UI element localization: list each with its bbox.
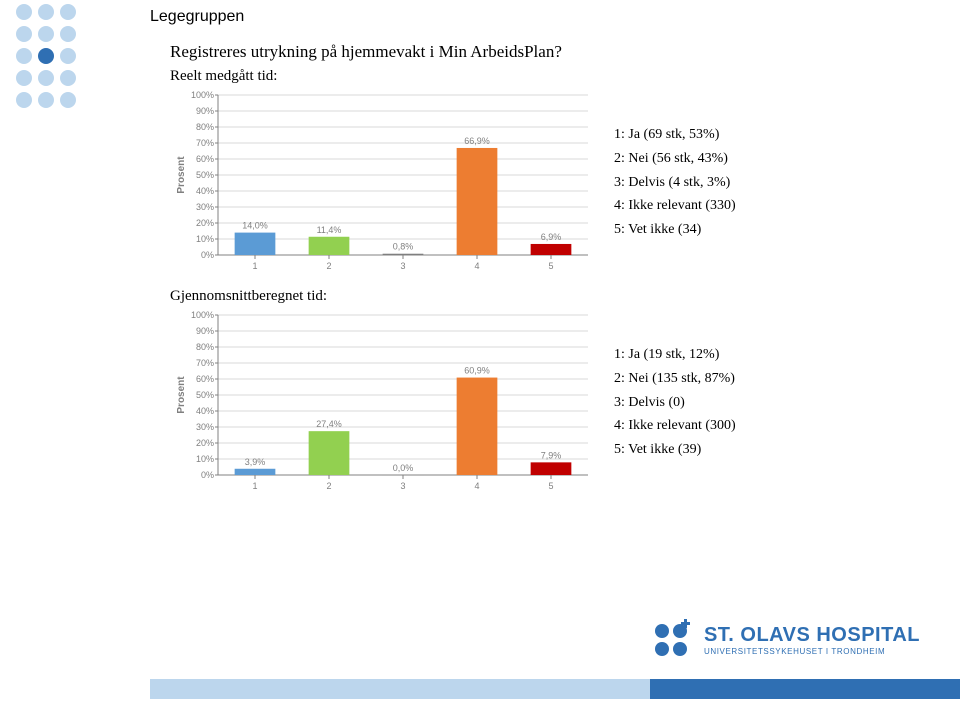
svg-text:6,9%: 6,9% [541, 232, 562, 242]
legend-item: 4: Ikke relevant (300) [614, 414, 736, 438]
page-content: Legegruppen Registreres utrykning på hje… [150, 8, 940, 508]
svg-text:30%: 30% [196, 422, 214, 432]
logo-subtitle: UNIVERSITETSSYKEHUSET I TRONDHEIM [704, 647, 920, 656]
svg-text:5: 5 [548, 261, 553, 271]
section2-label: Gjennomsnittberegnet tid: [170, 288, 940, 305]
svg-text:0%: 0% [201, 250, 214, 260]
svg-text:30%: 30% [196, 202, 214, 212]
svg-text:3,9%: 3,9% [245, 457, 266, 467]
svg-text:70%: 70% [196, 358, 214, 368]
legend-item: 5: Vet ikke (39) [614, 438, 736, 462]
svg-text:1: 1 [252, 261, 257, 271]
chart1-legend: 1: Ja (69 stk, 53%)2: Nei (56 stk, 43%)3… [614, 87, 736, 242]
legend-item: 3: Delvis (0) [614, 391, 736, 415]
legend-item: 2: Nei (56 stk, 43%) [614, 147, 736, 171]
svg-text:3: 3 [400, 481, 405, 491]
logo-name: ST. OLAVS HOSPITAL [704, 624, 920, 647]
svg-text:50%: 50% [196, 170, 214, 180]
svg-text:20%: 20% [196, 218, 214, 228]
legend-item: 1: Ja (69 stk, 53%) [614, 123, 736, 147]
svg-text:10%: 10% [196, 234, 214, 244]
svg-text:Prosent: Prosent [176, 156, 187, 194]
survey-question: Registreres utrykning på hjemmevakt i Mi… [170, 42, 940, 62]
svg-text:11,4%: 11,4% [317, 225, 342, 235]
chart2-row: 0% 10% 20% 30% 40% 50% 60% 70% 80% 90% 100% Prosent… [170, 307, 940, 502]
chart2: 0% 10% 20% 30% 40% 50% 60% 70% 80% 90% 100% Prosent… [170, 307, 600, 502]
svg-text:60%: 60% [196, 374, 214, 384]
svg-text:0,0%: 0,0% [393, 463, 414, 473]
svg-text:14,0%: 14,0% [242, 221, 268, 231]
legend-item: 2: Nei (135 stk, 87%) [614, 367, 736, 391]
svg-text:70%: 70% [196, 138, 214, 148]
legend-item: 3: Delvis (4 stk, 3%) [614, 171, 736, 195]
legend-item: 4: Ikke relevant (330) [614, 194, 736, 218]
svg-text:2: 2 [326, 261, 331, 271]
svg-text:4: 4 [474, 261, 479, 271]
svg-text:2: 2 [326, 481, 331, 491]
decorative-dots [12, 0, 92, 120]
chart1-row: 0% 10% 20% 30% 40% 50% 60% 70% 80% 90% 100% Prosent… [170, 87, 940, 282]
svg-text:100%: 100% [191, 90, 214, 100]
svg-text:80%: 80% [196, 122, 214, 132]
svg-text:40%: 40% [196, 186, 214, 196]
svg-text:66,9%: 66,9% [464, 136, 490, 146]
svg-text:1: 1 [252, 481, 257, 491]
svg-text:3: 3 [400, 261, 405, 271]
svg-text:60%: 60% [196, 154, 214, 164]
svg-text:90%: 90% [196, 326, 214, 336]
svg-text:80%: 80% [196, 342, 214, 352]
logo-icon [648, 617, 694, 663]
legend-item: 1: Ja (19 stk, 12%) [614, 343, 736, 367]
svg-text:40%: 40% [196, 406, 214, 416]
svg-text:27,4%: 27,4% [316, 419, 342, 429]
svg-text:0%: 0% [201, 470, 214, 480]
svg-text:100%: 100% [191, 310, 214, 320]
svg-text:90%: 90% [196, 106, 214, 116]
chart1: 0% 10% 20% 30% 40% 50% 60% 70% 80% 90% 100% Prosent… [170, 87, 600, 282]
svg-text:Prosent: Prosent [176, 376, 187, 414]
svg-text:4: 4 [474, 481, 479, 491]
svg-text:60,9%: 60,9% [464, 366, 490, 376]
svg-text:20%: 20% [196, 438, 214, 448]
svg-text:5: 5 [548, 481, 553, 491]
chart2-legend: 1: Ja (19 stk, 12%)2: Nei (135 stk, 87%)… [614, 307, 736, 462]
svg-text:7,9%: 7,9% [541, 450, 562, 460]
svg-text:0,8%: 0,8% [393, 242, 414, 252]
group-title: Legegruppen [150, 8, 940, 26]
decorative-bottom-bar [150, 671, 960, 699]
legend-item: 5: Vet ikke (34) [614, 218, 736, 242]
svg-text:10%: 10% [196, 454, 214, 464]
svg-text:50%: 50% [196, 390, 214, 400]
hospital-logo: ST. OLAVS HOSPITAL UNIVERSITETSSYKEHUSET… [648, 617, 920, 663]
section1-label: Reelt medgått tid: [170, 68, 940, 85]
